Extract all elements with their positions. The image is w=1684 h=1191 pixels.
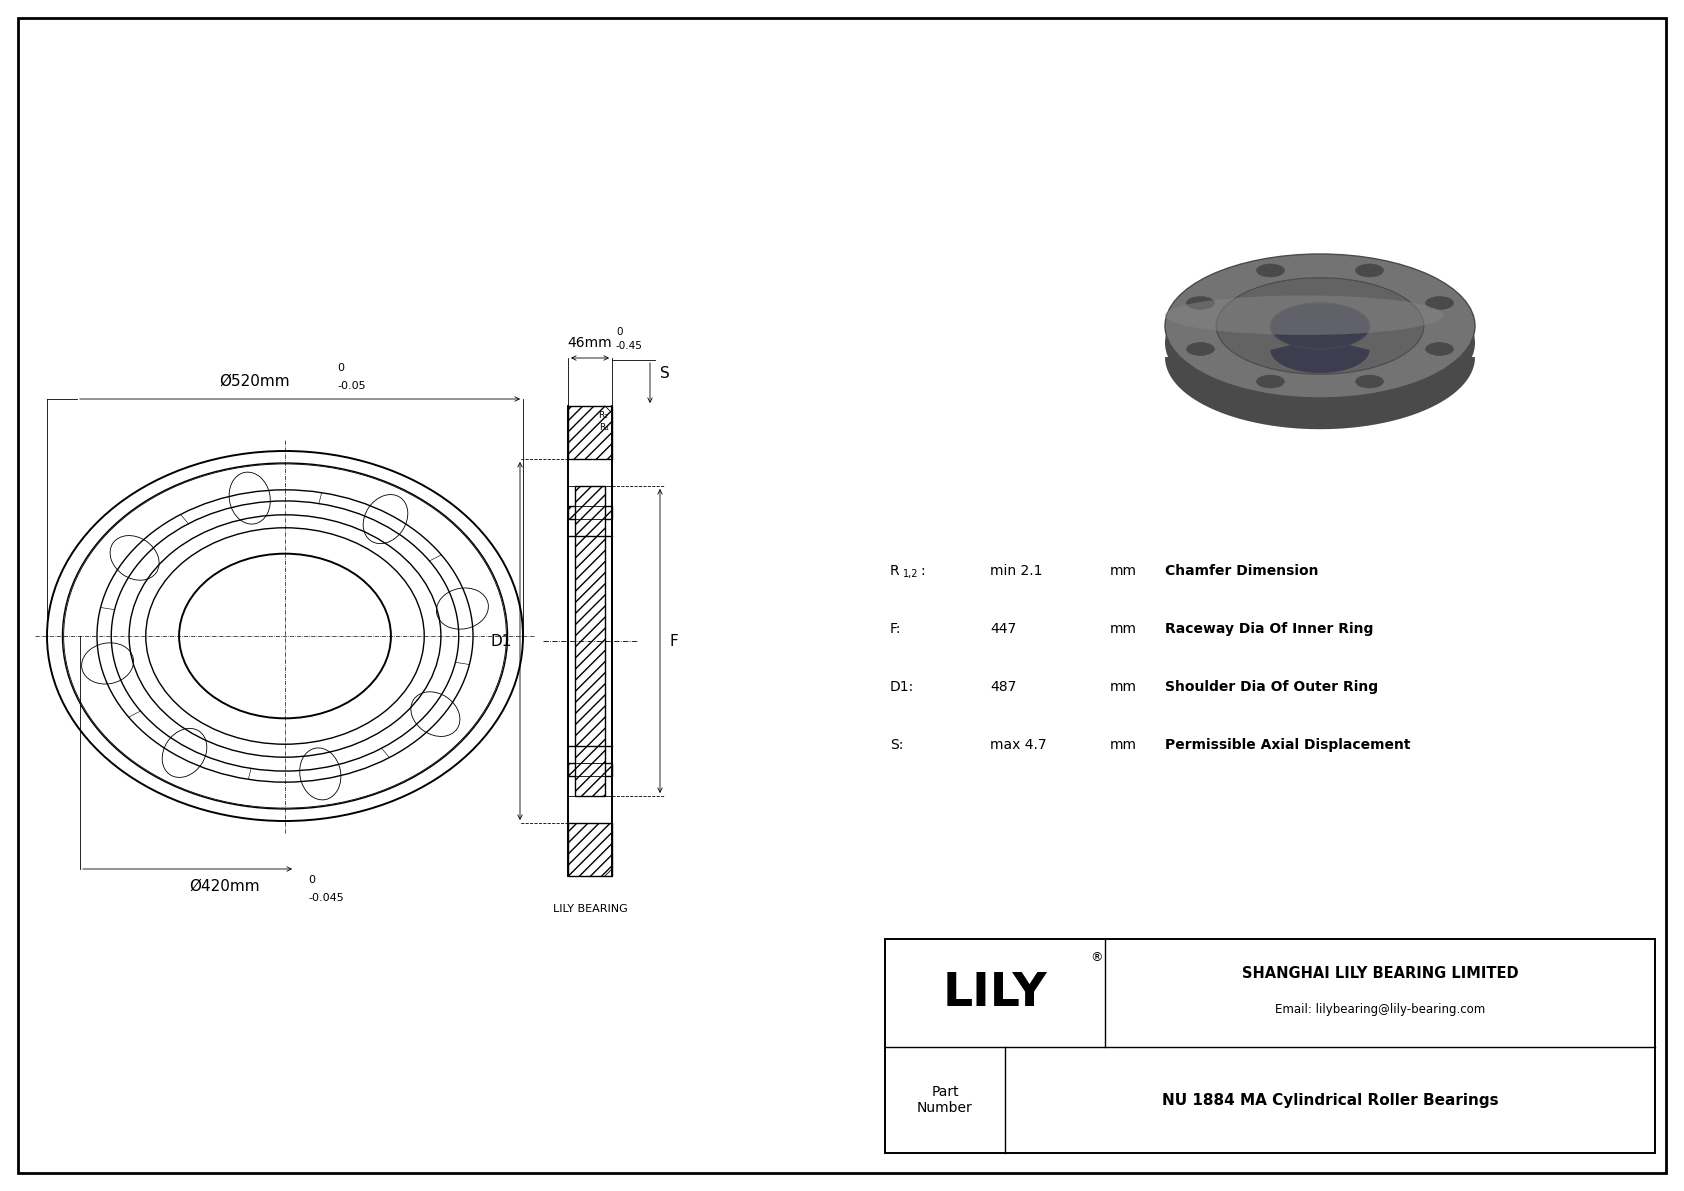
Text: Raceway Dia Of Inner Ring: Raceway Dia Of Inner Ring (1165, 622, 1374, 636)
Text: Ø520mm: Ø520mm (219, 374, 290, 389)
Text: Part
Number: Part Number (918, 1085, 973, 1115)
Text: D1: D1 (490, 634, 512, 649)
Text: mm: mm (1110, 738, 1137, 752)
Ellipse shape (1270, 303, 1369, 349)
Text: D1:: D1: (891, 680, 914, 694)
Text: Shoulder Dia Of Outer Ring: Shoulder Dia Of Outer Ring (1165, 680, 1378, 694)
Ellipse shape (1426, 343, 1453, 355)
Polygon shape (568, 823, 611, 877)
Ellipse shape (1187, 297, 1214, 310)
Polygon shape (568, 763, 611, 777)
Text: R: R (891, 565, 899, 578)
Text: S:: S: (891, 738, 903, 752)
Polygon shape (1270, 326, 1369, 373)
Text: Chamfer Dimension: Chamfer Dimension (1165, 565, 1319, 578)
Ellipse shape (1216, 278, 1425, 374)
Polygon shape (574, 486, 606, 796)
Ellipse shape (1256, 375, 1285, 388)
Text: Ø420mm: Ø420mm (190, 879, 261, 894)
Text: R₂: R₂ (598, 411, 608, 419)
Text: LILY: LILY (943, 971, 1047, 1016)
Text: 0: 0 (337, 363, 344, 373)
Text: mm: mm (1110, 622, 1137, 636)
Ellipse shape (1165, 254, 1475, 398)
Polygon shape (568, 406, 611, 459)
Text: 0: 0 (308, 875, 315, 885)
Polygon shape (568, 506, 611, 519)
Text: ®: ® (1090, 950, 1103, 964)
Ellipse shape (1165, 295, 1443, 335)
Text: 1,2: 1,2 (903, 569, 918, 579)
Text: min 2.1: min 2.1 (990, 565, 1042, 578)
Bar (886, 939, 1655, 1153)
Text: :: : (919, 565, 925, 578)
Text: max 4.7: max 4.7 (990, 738, 1047, 752)
Text: -0.045: -0.045 (308, 893, 344, 903)
Text: SHANGHAI LILY BEARING LIMITED: SHANGHAI LILY BEARING LIMITED (1241, 967, 1519, 981)
Text: mm: mm (1110, 680, 1137, 694)
Text: 447: 447 (990, 622, 1015, 636)
Text: mm: mm (1110, 565, 1137, 578)
Ellipse shape (1356, 264, 1384, 278)
Text: S: S (660, 366, 670, 380)
Text: LILY BEARING: LILY BEARING (552, 904, 628, 913)
Text: F: F (670, 634, 679, 649)
Text: Permissible Axial Displacement: Permissible Axial Displacement (1165, 738, 1411, 752)
Ellipse shape (1356, 375, 1384, 388)
Ellipse shape (1426, 297, 1453, 310)
Text: Email: lilybearing@lily-bearing.com: Email: lilybearing@lily-bearing.com (1275, 1003, 1485, 1016)
Text: 0: 0 (616, 328, 623, 337)
Text: 46mm: 46mm (568, 336, 613, 350)
Text: NU 1884 MA Cylindrical Roller Bearings: NU 1884 MA Cylindrical Roller Bearings (1162, 1092, 1499, 1108)
Text: F:: F: (891, 622, 901, 636)
Text: -0.45: -0.45 (616, 341, 643, 351)
Ellipse shape (1187, 343, 1214, 355)
Ellipse shape (1256, 264, 1285, 278)
Text: 487: 487 (990, 680, 1017, 694)
Polygon shape (1165, 326, 1475, 429)
Ellipse shape (1165, 270, 1475, 414)
Text: -0.05: -0.05 (337, 381, 365, 391)
Ellipse shape (1270, 303, 1369, 349)
Text: R₁: R₁ (600, 424, 610, 432)
